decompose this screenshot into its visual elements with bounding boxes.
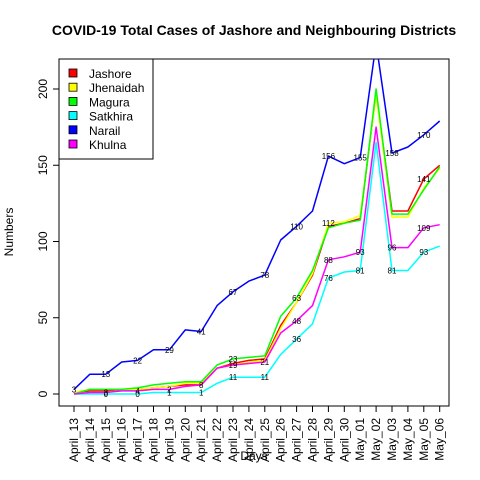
x-tick-label: April_30: [337, 418, 351, 462]
data-label: 158: [385, 149, 399, 158]
data-label: 81: [356, 266, 365, 275]
series-line-khulna: [73, 126, 440, 395]
x-tick-label: April_29: [321, 418, 335, 462]
data-label: 41: [197, 327, 206, 336]
data-label: 4: [135, 387, 140, 396]
x-tick-label: May_04: [401, 418, 415, 461]
y-tick-label: 200: [36, 79, 50, 99]
data-label: 67: [229, 288, 238, 297]
data-label: 1: [199, 388, 204, 397]
data-label: 0: [135, 390, 140, 399]
data-label: 23: [229, 355, 238, 364]
legend-swatch: [68, 68, 78, 78]
legend-swatch: [68, 97, 78, 106]
y-tick-label: 100: [36, 231, 50, 251]
data-label: 110: [290, 222, 303, 231]
data-label: 170: [417, 131, 431, 140]
y-tick-label: 50: [36, 311, 50, 325]
data-label: 76: [324, 274, 333, 283]
x-tick-label: April_19: [162, 418, 176, 462]
legend-swatch: [68, 139, 78, 149]
series-line-magura: [73, 88, 441, 395]
x-tick-label: April_14: [83, 418, 97, 462]
x-tick-label: April_22: [210, 418, 224, 462]
legend-label: Khulna: [89, 138, 127, 152]
x-tick-label: April_16: [115, 418, 129, 462]
x-tick-label: April_27: [290, 418, 304, 462]
data-label: 19: [229, 361, 238, 370]
x-tick-label: April_17: [131, 418, 145, 462]
data-label: 1: [167, 388, 172, 397]
data-label: 11: [229, 373, 238, 382]
data-label: 48: [292, 317, 301, 326]
x-tick-label: May_01: [353, 418, 367, 461]
x-tick-label: April_23: [226, 418, 240, 462]
data-label: 13: [101, 370, 110, 379]
series-layer: [73, 59, 441, 395]
y-tick-label: 0: [36, 390, 50, 397]
legend-swatch: [68, 82, 78, 92]
legend-swatch: [68, 111, 78, 120]
x-axis: April_13 April_14 April_15 April_16 April_17…: [67, 405, 447, 462]
x-tick-label: April_26: [274, 418, 288, 462]
data-label: 93: [356, 248, 365, 257]
data-label: 88: [324, 256, 333, 265]
x-tick-label: April_18: [147, 418, 161, 462]
x-tick-label: April_21: [194, 418, 208, 462]
x-tick-label: May_02: [369, 418, 383, 461]
data-label: 93: [419, 248, 428, 257]
x-tick-label: April_20: [178, 418, 192, 462]
data-label: 112: [322, 219, 335, 228]
data-label: 63: [292, 294, 301, 303]
data-label: 156: [322, 152, 336, 161]
x-axis-label: Days: [240, 449, 267, 463]
data-label: 96: [388, 244, 397, 253]
legend-label: Narail: [89, 124, 120, 138]
data-label: 36: [292, 335, 301, 344]
x-tick-label: April_15: [99, 418, 113, 462]
legend-label: Magura: [89, 95, 130, 109]
legend-label: Satkhira: [89, 110, 133, 124]
y-axis-label: Numbers: [2, 208, 16, 257]
series-line-satkhira: [74, 141, 440, 395]
data-label: 3: [72, 385, 77, 394]
chart-title: COVID-19 Total Cases of Jashore and Neig…: [52, 22, 456, 38]
legend-swatch: [68, 125, 78, 135]
legend: JashoreJhenaidahMaguraSatkhiraNarailKhul…: [58, 58, 154, 160]
data-label: 81: [388, 266, 397, 275]
data-label: 109: [417, 224, 431, 233]
x-tick-label: May_05: [417, 418, 431, 461]
x-tick-label: April_13: [67, 418, 81, 462]
data-label: 0: [104, 390, 109, 399]
data-label: 29: [165, 346, 174, 355]
legend-label: Jashore: [89, 67, 132, 81]
data-label: 22: [133, 356, 142, 365]
data-label: 155: [354, 154, 368, 163]
data-label: 11: [261, 373, 270, 382]
x-tick-label: April_28: [306, 418, 320, 462]
data-label: 8: [199, 381, 204, 390]
data-label: 78: [260, 271, 269, 280]
x-tick-label: May_03: [385, 418, 399, 461]
x-tick-label: April_24: [242, 418, 256, 462]
x-tick-label: April_25: [258, 418, 272, 462]
legend-label: Jhenaidah: [89, 81, 144, 95]
y-tick-label: 150: [36, 155, 50, 175]
data-label: 21: [260, 358, 269, 367]
series-line-narail: [73, 59, 441, 390]
x-tick-label: May_06: [433, 418, 447, 461]
data-label: 3: [104, 388, 109, 397]
data-label: 141: [417, 175, 431, 184]
data-label: 2: [167, 385, 172, 394]
